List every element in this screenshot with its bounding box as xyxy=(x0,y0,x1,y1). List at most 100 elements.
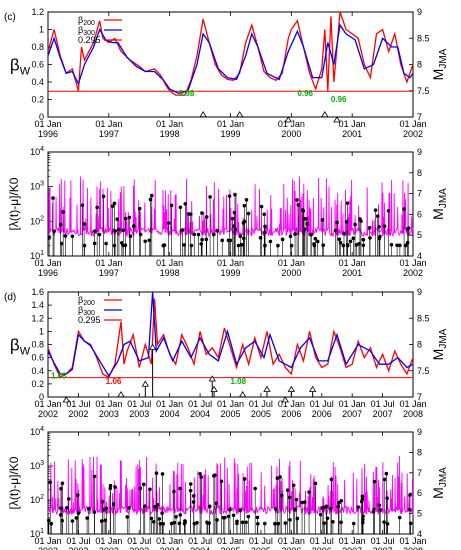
magnitude-marker xyxy=(154,471,159,475)
legend-label: β200 xyxy=(78,295,95,307)
earthquake-marker xyxy=(238,390,247,398)
y-tick-label: 1 xyxy=(39,25,44,35)
magnitude-marker xyxy=(108,486,112,491)
magnitude-marker xyxy=(256,521,260,526)
x-tick-label-top: 01 Jan xyxy=(399,399,426,409)
y-tick-label: 1 xyxy=(39,326,44,336)
x-tick-label-top: 01 Jan xyxy=(156,119,183,129)
magnitude-marker xyxy=(321,243,326,247)
magnitude-marker xyxy=(262,521,267,526)
y-tick-label: 1.2 xyxy=(31,313,44,323)
magnitude-marker xyxy=(232,210,237,215)
magnitude-marker xyxy=(382,520,386,524)
magnitude-marker xyxy=(113,228,117,233)
magnitude-marker xyxy=(335,220,339,225)
magnitude-marker xyxy=(320,218,325,222)
magnitude-marker xyxy=(275,476,280,480)
x-tick-label-year: 2002 xyxy=(68,546,88,550)
magnitude-marker xyxy=(195,520,199,525)
magnitude-marker xyxy=(198,471,202,476)
magnitude-marker xyxy=(49,521,54,526)
magnitude-marker xyxy=(403,243,408,248)
y-tick-label: 104 xyxy=(30,426,44,437)
y-tick-label: 104 xyxy=(30,146,44,157)
magnitude-marker xyxy=(120,241,124,245)
magnitude-marker xyxy=(228,507,232,512)
magnitude-marker xyxy=(372,507,376,512)
y2-tick-label: 7 xyxy=(417,468,422,478)
magnitude-marker xyxy=(182,521,187,526)
magnitude-marker xyxy=(236,243,241,248)
magnitude-marker xyxy=(204,215,209,219)
magnitude-marker xyxy=(255,515,260,520)
magnitude-marker xyxy=(342,231,346,236)
x-tick-label-year: 2006 xyxy=(312,409,332,419)
magnitude-marker xyxy=(238,508,243,513)
magnitude-marker xyxy=(336,504,341,509)
magnitude-marker xyxy=(92,510,97,515)
magnitude-marker xyxy=(63,234,68,238)
x-tick-label-year: 2005 xyxy=(251,409,271,419)
magnitude-marker xyxy=(51,196,55,200)
earthquake-marker xyxy=(333,116,341,123)
x-tick-label-top: 01 Jul xyxy=(127,399,151,409)
magnitude-marker xyxy=(294,497,299,502)
magnitude-marker xyxy=(378,507,383,512)
magnitude-marker xyxy=(127,506,131,510)
magnitude-marker xyxy=(76,511,81,515)
magnitude-marker xyxy=(103,518,108,523)
magnitude-marker xyxy=(408,521,413,526)
magnitude-marker xyxy=(207,521,211,525)
y2-tick-label: 8 xyxy=(417,60,422,70)
magnitude-marker xyxy=(331,520,335,524)
magnitude-marker xyxy=(262,212,267,217)
magnitude-marker xyxy=(395,243,399,248)
magnitude-marker xyxy=(407,507,412,512)
x-tick-label-year: 2002 xyxy=(403,129,423,139)
magnitude-marker xyxy=(341,243,346,248)
magnitude-marker xyxy=(123,216,128,221)
magnitude-marker xyxy=(313,481,318,486)
x-tick-label-top: 01 Jan xyxy=(399,536,426,546)
magnitude-marker xyxy=(238,234,243,239)
magnitude-marker xyxy=(219,479,224,484)
y-tick-label: 0 xyxy=(39,112,44,122)
magnitude-marker xyxy=(111,502,116,506)
earthquake-marker xyxy=(210,385,218,392)
magnitude-marker xyxy=(244,520,248,525)
y2-tick-label: 7.5 xyxy=(417,366,430,376)
magnitude-marker xyxy=(188,482,193,486)
x-tick-label-year: 1999 xyxy=(220,129,240,139)
magnitude-marker xyxy=(280,237,285,242)
magnitude-marker xyxy=(276,243,280,248)
y-axis-label: [λ(t)-μ]/K0 xyxy=(7,456,21,509)
x-tick-label-year: 1996 xyxy=(38,268,58,278)
magnitude-marker xyxy=(101,194,106,199)
series-line-β300 xyxy=(47,291,414,378)
y-tick-label: 0.6 xyxy=(31,60,44,70)
legend-label: β200 xyxy=(78,15,95,27)
magnitude-marker xyxy=(161,521,165,526)
magnitude-marker xyxy=(242,477,247,481)
magnitude-marker xyxy=(359,499,364,504)
magnitude-marker xyxy=(293,232,297,236)
magnitude-marker xyxy=(285,488,290,492)
magnitude-marker xyxy=(367,225,372,230)
earthquake-marker xyxy=(62,396,70,403)
magnitude-marker xyxy=(70,234,75,239)
y2-axis-label: MJMA xyxy=(430,467,449,499)
x-tick-label-year: 2005 xyxy=(220,409,240,419)
magnitude-marker xyxy=(368,236,372,240)
x-tick-label-year: 2005 xyxy=(251,546,271,550)
magnitude-marker xyxy=(75,493,80,497)
y2-tick-label: 7.5 xyxy=(417,86,430,96)
magnitude-marker xyxy=(59,486,63,491)
magnitude-marker xyxy=(60,518,64,523)
magnitude-marker xyxy=(108,483,113,488)
magnitude-marker xyxy=(345,243,350,248)
y2-tick-label: 4 xyxy=(417,251,422,261)
magnitude-marker xyxy=(356,505,360,510)
magnitude-marker xyxy=(389,242,394,247)
